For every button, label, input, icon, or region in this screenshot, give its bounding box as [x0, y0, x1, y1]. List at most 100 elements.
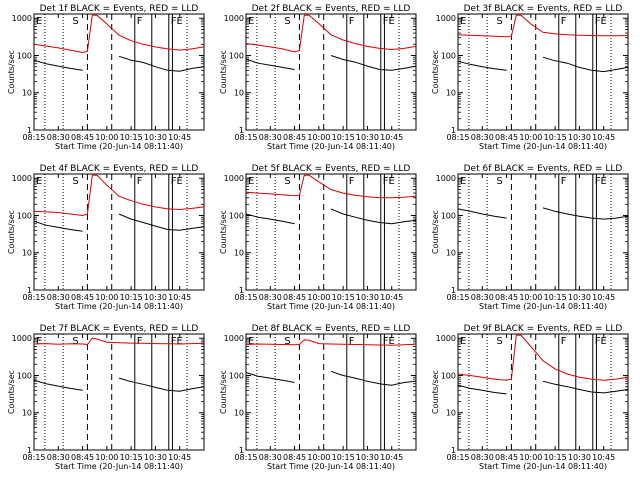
x-tick-label: 08:45 [283, 293, 306, 302]
panel-title: Det 4f BLACK = Events, RED = LLD [40, 164, 199, 174]
x-axis-label: Start Time (20-Jun-14 08:11:40) [55, 142, 183, 151]
x-tick-label: 10:30 [144, 293, 167, 302]
series-line-events [245, 208, 417, 225]
x-tick-label: 08:45 [71, 453, 94, 462]
x-tick-label: 10:15 [332, 293, 355, 302]
x-tick-label: 08:15 [446, 453, 469, 462]
x-tick-label: 08:30 [47, 133, 70, 142]
series-line-lld [245, 174, 417, 199]
marker-label: S [72, 176, 78, 187]
plot-frame [457, 333, 629, 451]
marker-label: S [284, 16, 290, 27]
marker-label: S [496, 176, 502, 187]
x-tick-label: 10:45 [592, 133, 615, 142]
marker-label: FE [595, 16, 607, 27]
y-tick-label: 10 [22, 409, 32, 418]
panel-9: Det 9f BLACK = Events, RED = LLD 1 10 100 10… [431, 324, 629, 471]
marker-label: FE [383, 16, 395, 27]
x-tick-label: 08:30 [259, 293, 282, 302]
series-line-lld [33, 174, 205, 217]
marker-label: FE [595, 336, 607, 347]
panel-5: Det 5f BLACK = Events, RED = LLD 1 10 100 10… [219, 164, 417, 311]
marker-label: S [72, 16, 78, 27]
marker-label: S [72, 336, 78, 347]
panel-2: Det 2f BLACK = Events, RED = LLD 1 10 100 10… [219, 4, 417, 151]
panel-title: Det 7f BLACK = Events, RED = LLD [40, 324, 199, 334]
x-tick-label: 10:00 [95, 453, 118, 462]
panel-title: Det 9f BLACK = Events, RED = LLD [464, 324, 623, 334]
y-tick-label: 100 [229, 211, 244, 220]
x-tick-label: 08:15 [234, 293, 257, 302]
marker-label: E [460, 176, 466, 187]
y-axis-label: Counts/sec [219, 210, 228, 254]
y-tick-label: 1 [239, 446, 244, 455]
panel-8: Det 8f BLACK = Events, RED = LLD 1 10 100 10… [219, 324, 417, 471]
x-tick-label: 10:30 [568, 453, 591, 462]
series-line-events [33, 377, 205, 392]
marker-label: F [349, 336, 355, 347]
x-tick-label: 08:30 [47, 453, 70, 462]
marker-label: F [349, 176, 355, 187]
y-axis-label: Counts/sec [7, 210, 16, 254]
x-tick-label: 10:15 [544, 133, 567, 142]
panel-1: Det 1f BLACK = Events, RED = LLD 1 10 100 10… [7, 4, 205, 151]
x-tick-label: 08:45 [71, 133, 94, 142]
x-tick-label: 08:30 [47, 293, 70, 302]
panel-title: Det 3f BLACK = Events, RED = LLD [464, 4, 623, 14]
series-line-events [457, 380, 629, 395]
marker-label: FE [171, 336, 183, 347]
series-line-events [33, 213, 205, 232]
x-tick-label: 08:30 [259, 133, 282, 142]
x-tick-label: 08:45 [283, 453, 306, 462]
y-tick-label: 1 [451, 286, 456, 295]
y-tick-label: 1000 [436, 334, 456, 343]
marker-label: F [561, 336, 567, 347]
marker-label: F [137, 336, 143, 347]
y-tick-label: 1000 [224, 14, 244, 23]
marker-label: S [496, 16, 502, 27]
x-tick-label: 10:15 [544, 453, 567, 462]
marker-label: E [36, 336, 42, 347]
x-tick-label: 10:00 [95, 133, 118, 142]
x-tick-label: 10:30 [356, 453, 379, 462]
panel-title: Det 5f BLACK = Events, RED = LLD [252, 164, 411, 174]
x-axis-label: Start Time (20-Jun-14 08:11:40) [55, 302, 183, 311]
marker-label: E [248, 336, 254, 347]
y-axis-label: Counts/sec [431, 50, 440, 94]
x-tick-label: 10:45 [380, 293, 403, 302]
plot-frame [33, 173, 205, 291]
marker-label: S [284, 176, 290, 187]
marker-label: FE [171, 16, 183, 27]
y-axis-label: Counts/sec [431, 210, 440, 254]
x-tick-label: 10:45 [168, 453, 191, 462]
y-tick-label: 1 [239, 126, 244, 135]
x-axis-label: Start Time (20-Jun-14 08:11:40) [267, 142, 395, 151]
series-line-events [457, 207, 629, 220]
y-tick-label: 1000 [12, 14, 32, 23]
x-tick-label: 10:45 [168, 293, 191, 302]
x-tick-label: 10:00 [519, 293, 542, 302]
series-line-lld [457, 334, 629, 381]
x-tick-label: 10:00 [519, 133, 542, 142]
x-axis-label: Start Time (20-Jun-14 08:11:40) [479, 462, 607, 471]
x-tick-label: 10:15 [120, 453, 143, 462]
x-tick-label: 10:00 [519, 453, 542, 462]
panel-3: Det 3f BLACK = Events, RED = LLD 1 10 100 10… [431, 4, 629, 151]
y-tick-label: 1000 [224, 174, 244, 183]
x-tick-label: 10:45 [168, 133, 191, 142]
x-tick-label: 10:00 [95, 293, 118, 302]
y-tick-label: 100 [441, 51, 456, 60]
x-tick-label: 10:00 [307, 453, 330, 462]
y-tick-label: 100 [441, 211, 456, 220]
y-tick-label: 100 [17, 371, 32, 380]
y-tick-label: 1 [239, 286, 244, 295]
marker-label: F [349, 16, 355, 27]
marker-label: F [137, 176, 143, 187]
x-tick-label: 08:45 [283, 133, 306, 142]
x-tick-label: 08:45 [495, 133, 518, 142]
x-axis-label: Start Time (20-Jun-14 08:11:40) [479, 302, 607, 311]
x-axis-label: Start Time (20-Jun-14 08:11:40) [267, 302, 395, 311]
x-tick-label: 08:30 [259, 453, 282, 462]
series-line-events [457, 56, 629, 73]
